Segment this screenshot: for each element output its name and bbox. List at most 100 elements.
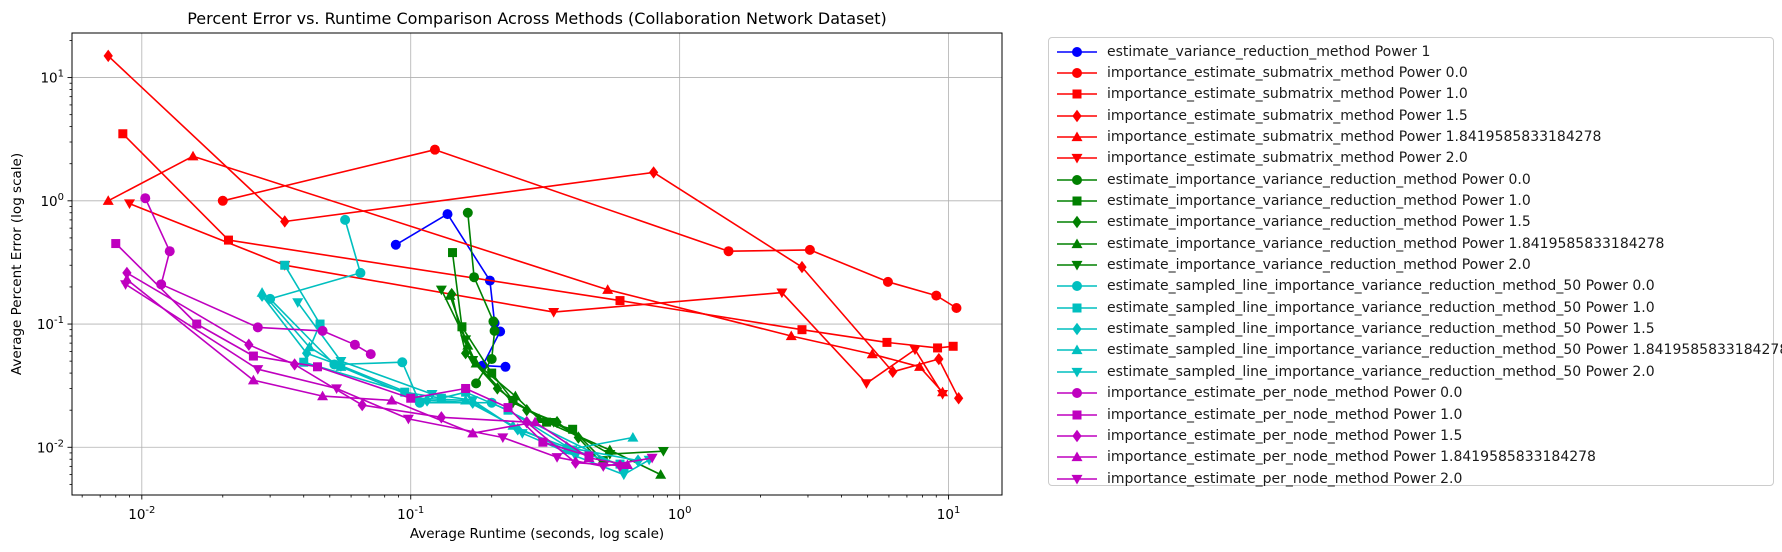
data-point: [461, 383, 471, 393]
legend-label: estimate_importance_variance_reduction_m…: [1107, 235, 1665, 252]
x-tick-label: 10-2: [128, 505, 155, 523]
data-point: [548, 418, 560, 428]
legend-swatch: [1057, 89, 1097, 99]
data-point: [103, 49, 113, 63]
series-5: [102, 150, 949, 397]
series-7: [462, 207, 500, 389]
axes: 10-2 10-1 100 101 10-2 10-1 100 101: [37, 40, 960, 523]
legend-item: estimate_sampled_line_importance_varianc…: [1055, 361, 1767, 382]
legend-marker: [1072, 388, 1082, 399]
legend-item: importance_estimate_submatrix_method Pow…: [1055, 126, 1767, 147]
legend-item: importance_estimate_submatrix_method Pow…: [1055, 62, 1767, 83]
data-point: [102, 195, 114, 205]
data-point: [723, 246, 734, 257]
legend-label: estimate_importance_variance_reduction_m…: [1107, 257, 1531, 274]
data-point: [460, 335, 472, 345]
x-axis-label: Average Runtime (seconds, log scale): [410, 526, 664, 542]
chart-title: Percent Error vs. Runtime Comparison Acr…: [187, 9, 887, 28]
data-point: [280, 260, 290, 270]
data-point: [280, 215, 290, 228]
legend-label: estimate_sampled_line_importance_varianc…: [1107, 342, 1782, 359]
legend-swatch: [1057, 322, 1097, 336]
legend-marker: [1072, 196, 1082, 206]
legend-item: importance_estimate_per_node_method Powe…: [1055, 404, 1767, 425]
data-point: [934, 352, 944, 366]
legend-item: estimate_importance_variance_reduction_m…: [1055, 233, 1767, 254]
legend-label: estimate_importance_variance_reduction_m…: [1107, 171, 1531, 188]
series-17: [140, 193, 376, 360]
data-point: [860, 379, 872, 389]
data-point: [529, 416, 541, 427]
data-point: [951, 302, 962, 313]
legend-marker: [1072, 216, 1082, 229]
series-6: [124, 199, 949, 400]
data-point: [488, 316, 499, 327]
legend-swatch: [1057, 260, 1097, 271]
legend-label: importance_estimate_per_node_method Powe…: [1107, 427, 1463, 444]
data-point: [252, 322, 263, 333]
data-point: [187, 150, 199, 161]
data-point: [785, 330, 797, 341]
data-point: [804, 244, 815, 255]
series-line: [122, 133, 954, 349]
series-line: [126, 278, 628, 466]
data-point: [486, 354, 497, 365]
data-point: [618, 470, 630, 481]
data-point: [120, 280, 132, 290]
data-point: [931, 290, 942, 301]
data-point: [797, 325, 807, 335]
data-point: [622, 459, 634, 469]
legend-marker: [1072, 429, 1082, 443]
data-point: [568, 445, 578, 455]
data-point: [657, 447, 669, 457]
data-point: [390, 239, 401, 250]
data-point: [503, 403, 513, 413]
data-point: [615, 296, 625, 306]
legend-swatch: [1057, 367, 1097, 378]
data-point: [933, 343, 943, 353]
data-point: [397, 357, 408, 368]
data-point: [882, 276, 893, 287]
data-point: [317, 325, 328, 336]
legend-label: estimate_variance_reduction_method Power…: [1107, 43, 1431, 60]
legend-item: estimate_sampled_line_importance_varianc…: [1055, 318, 1767, 339]
data-point: [648, 166, 659, 179]
legend-swatch: [1057, 131, 1097, 142]
data-point: [303, 341, 315, 352]
data-point: [467, 427, 479, 438]
data-point: [301, 347, 312, 360]
data-point: [317, 390, 329, 401]
legend-label: estimate_sampled_line_importance_varianc…: [1107, 299, 1655, 316]
data-point: [882, 337, 892, 347]
grid: [72, 33, 1002, 495]
data-point: [909, 345, 921, 356]
legend-item: estimate_importance_variance_reduction_m…: [1055, 190, 1767, 211]
legend-swatch: [1057, 174, 1097, 185]
legend-label: importance_estimate_per_node_method Powe…: [1107, 449, 1596, 466]
data-point: [357, 398, 367, 412]
data-point: [469, 272, 480, 283]
data-point: [118, 129, 128, 139]
data-point: [436, 411, 447, 424]
data-point: [797, 260, 807, 274]
y-tick-label: 101: [40, 69, 64, 87]
data-point: [948, 341, 958, 351]
series-line: [125, 283, 653, 468]
legend: estimate_variance_reduction_method Power…: [1048, 37, 1782, 487]
data-point: [497, 433, 509, 444]
legend-item: estimate_importance_variance_reduction_m…: [1055, 212, 1767, 233]
y-axis-label: Average Percent Error (log scale): [9, 153, 25, 375]
data-point: [402, 414, 414, 425]
data-point: [422, 394, 432, 407]
legend-swatch: [1057, 451, 1097, 462]
legend-item: importance_estimate_per_node_method Powe…: [1055, 447, 1767, 468]
legend-marker: [1071, 367, 1083, 378]
series-line: [126, 272, 621, 467]
data-point: [312, 362, 322, 372]
data-point: [655, 469, 667, 479]
data-point: [776, 288, 788, 299]
data-point: [335, 357, 347, 367]
legend-label: importance_estimate_submatrix_method Pow…: [1107, 107, 1468, 124]
legend-label: importance_estimate_submatrix_method Pow…: [1107, 129, 1602, 146]
